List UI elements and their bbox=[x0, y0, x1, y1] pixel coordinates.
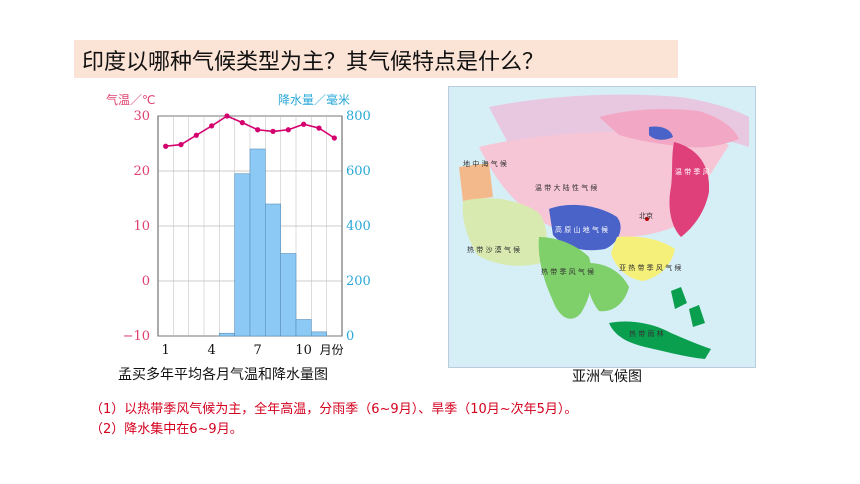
mediterranean-region bbox=[459, 163, 493, 201]
temperature-point bbox=[301, 121, 307, 127]
precipitation-tick-label: 400 bbox=[346, 219, 371, 234]
precipitation-bar bbox=[265, 203, 281, 337]
temperate-continental-region bbox=[479, 131, 729, 238]
chart-axes: 30 800 20 600 10 400 0 200 −10 0 1 4 7 10 月份 bbox=[123, 109, 371, 358]
temperature-point bbox=[209, 123, 215, 129]
temperature-point bbox=[285, 127, 291, 133]
asia-map-graphic bbox=[449, 87, 755, 367]
rainforest-archipelago-region bbox=[671, 287, 705, 327]
temperate-monsoon-label: 温 带 季 风 bbox=[675, 168, 710, 176]
x-axis-unit: 月份 bbox=[320, 343, 344, 357]
temperate-continental-label: 温 带 大 陆 性 气 候 bbox=[535, 184, 598, 192]
tropical-monsoon-label: 热 带 季 风 气 候 bbox=[541, 268, 595, 276]
highland-label: 高 原 山 地 气 候 bbox=[555, 226, 609, 234]
precipitation-bar bbox=[249, 148, 266, 337]
temperature-point bbox=[331, 135, 337, 141]
rainforest-islands-region bbox=[609, 321, 711, 359]
temperature-point bbox=[239, 120, 245, 126]
subarctic-region bbox=[599, 109, 739, 148]
highland-east-region bbox=[649, 126, 673, 140]
temperature-point bbox=[316, 125, 322, 131]
temperature-point bbox=[255, 127, 261, 133]
precipitation-bar bbox=[234, 173, 251, 337]
precipitation-tick-label: 200 bbox=[346, 274, 371, 289]
precipitation-bar bbox=[295, 319, 312, 337]
precipitation-bars bbox=[219, 148, 327, 337]
precipitation-bar bbox=[311, 331, 327, 337]
precipitation-bar bbox=[280, 253, 297, 337]
temperature-tick-label: 20 bbox=[133, 164, 150, 179]
southeast-asia-monsoon-region bbox=[587, 263, 629, 312]
note-line-2: （2）降水集中在6~9月。 bbox=[90, 422, 243, 437]
precipitation-tick-label: 800 bbox=[346, 109, 371, 124]
temperature-curve bbox=[165, 115, 335, 148]
temperature-point bbox=[270, 128, 276, 134]
map-caption: 亚洲气候图 bbox=[572, 369, 642, 385]
subtropical-monsoon-label: 亚 热 带 季 风 气 候 bbox=[619, 264, 682, 272]
month-tick-label: 1 bbox=[162, 343, 170, 358]
temperature-tick-label: 10 bbox=[133, 219, 150, 234]
question-text: 印度以哪种气候类型为主？其气候特点是什么？ bbox=[82, 50, 545, 75]
beijing-label: 北京 bbox=[639, 212, 653, 220]
precipitation-bar bbox=[219, 332, 235, 337]
temperature-tick-label: −10 bbox=[123, 329, 150, 344]
note-line-1: （1）以热带季风气候为主，全年高温，分雨季（6~9月）、旱季（10月~次年5月）… bbox=[90, 402, 578, 417]
temperature-point bbox=[224, 113, 230, 119]
chart-caption: 孟买多年平均各月气温和降水量图 bbox=[118, 367, 328, 383]
beijing-marker bbox=[645, 217, 649, 221]
tropical-rainforest-label: 热 带 雨 林 bbox=[629, 330, 664, 338]
month-tick-label: 4 bbox=[208, 343, 216, 358]
temperature-tick-label: 30 bbox=[133, 109, 150, 124]
subtropical-monsoon-region bbox=[611, 236, 675, 281]
mediterranean-label: 地 中 海 气 候 bbox=[463, 160, 507, 168]
temperature-tick-label: 0 bbox=[142, 274, 150, 289]
precipitation-axis-label: 降水量／毫米 bbox=[278, 92, 350, 107]
precipitation-tick-label: 600 bbox=[346, 164, 371, 179]
temperature-point bbox=[163, 143, 169, 149]
tropical-monsoon-region bbox=[538, 237, 592, 319]
temperature-point bbox=[193, 132, 199, 138]
highland-region bbox=[549, 204, 621, 251]
precipitation-tick-label: 0 bbox=[346, 329, 354, 344]
temperate-monsoon-region bbox=[669, 142, 710, 237]
tropical-desert-region bbox=[462, 198, 547, 266]
asia-climate-map: 温 带 大 陆 性 气 候 高 原 山 地 气 候 热 带 沙 漠 气 候 热 … bbox=[448, 86, 756, 368]
temperature-point bbox=[178, 142, 184, 148]
tropical-desert-label: 热 带 沙 漠 气 候 bbox=[467, 246, 521, 254]
temperature-axis-label: 气温／℃ bbox=[106, 92, 155, 107]
month-tick-label: 7 bbox=[254, 343, 262, 358]
temperature-line bbox=[163, 113, 337, 149]
month-tick-label: 10 bbox=[295, 343, 312, 358]
question-banner: 印度以哪种气候类型为主？其气候特点是什么？ bbox=[74, 40, 678, 78]
mumbai-climate-chart: 气温／℃ 降水量／毫米 30 800 20 600 10 400 0 200 −10 0 1 4 7 10… bbox=[106, 92, 371, 358]
